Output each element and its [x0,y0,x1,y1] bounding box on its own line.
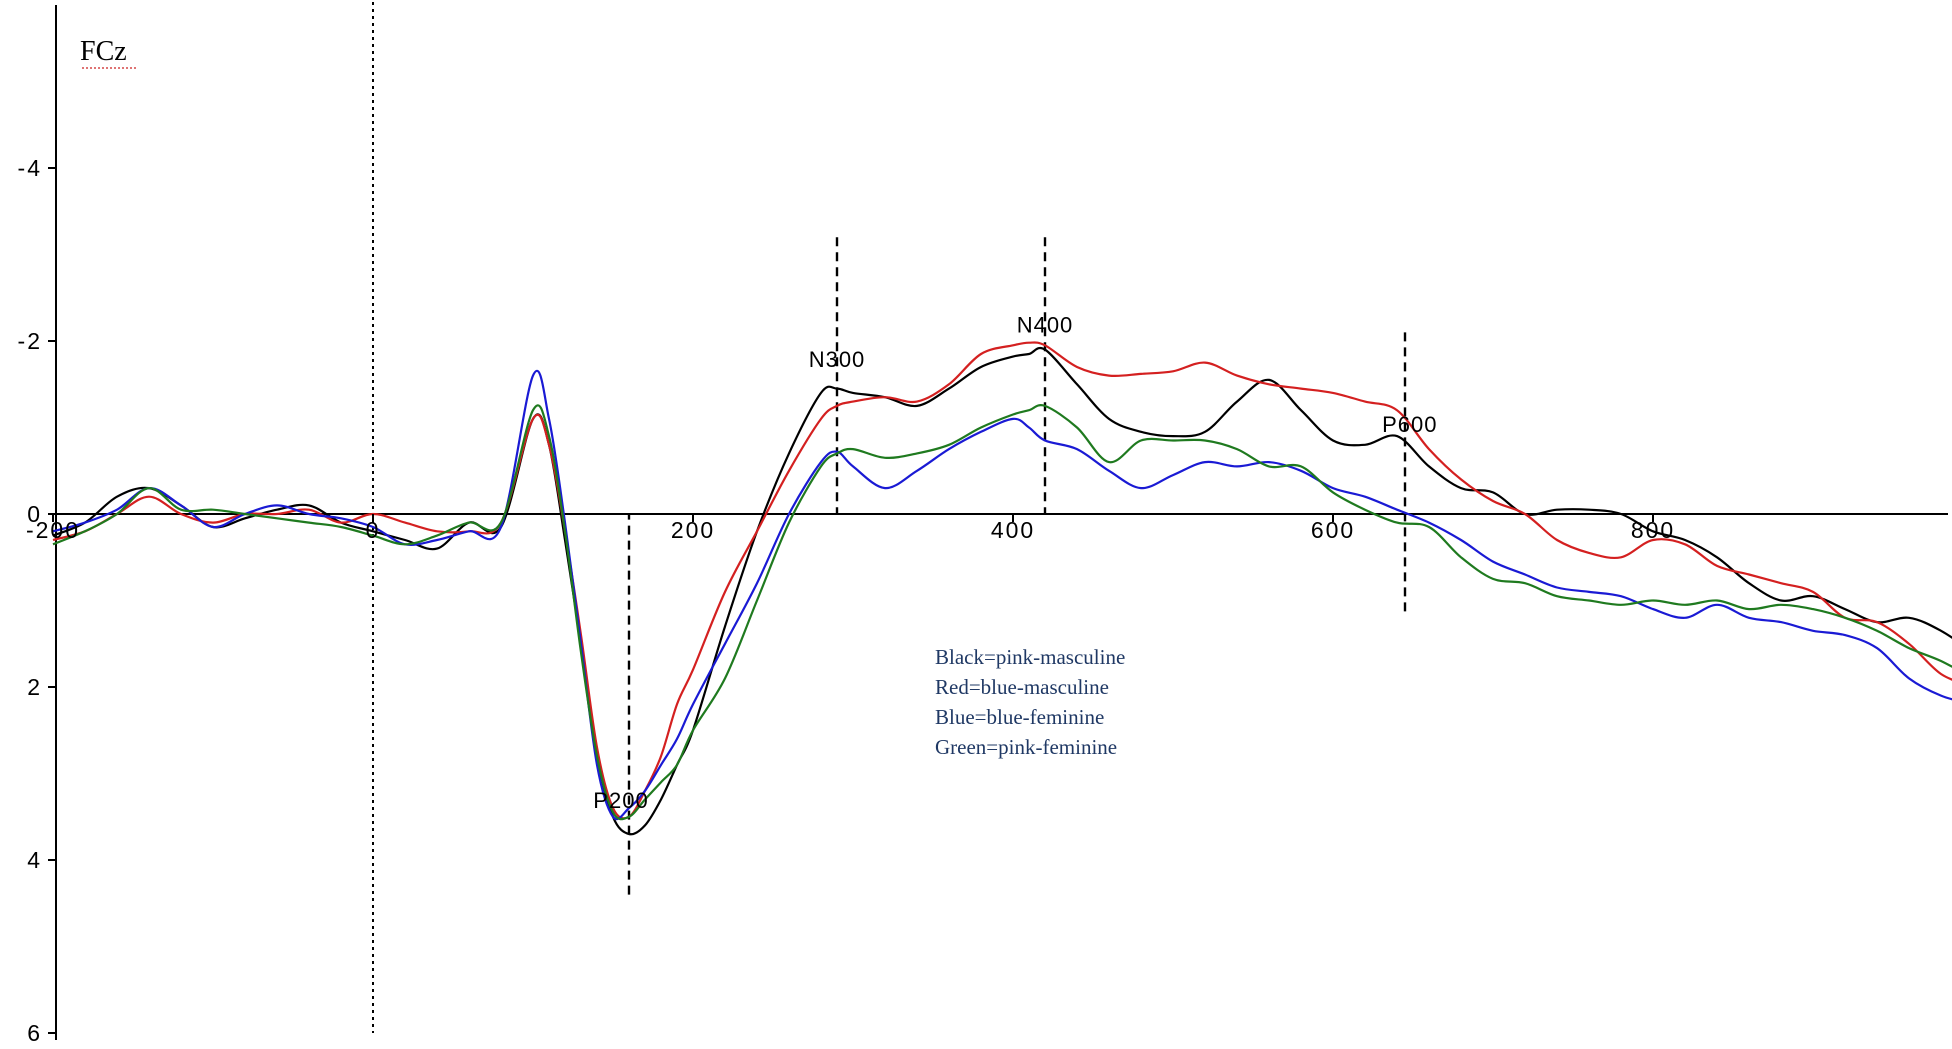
series-line-blue-feminine [52,369,1952,821]
y-tick-label: -2 [18,328,42,354]
x-tick-label: 600 [1311,517,1355,543]
y-tick-label: -4 [18,155,42,181]
label-p600: P600 [1382,412,1437,437]
series-line-pink-masculine [52,346,1952,836]
y-tick-label: 6 [27,1020,42,1046]
label-n300: N300 [809,347,866,372]
y-tick-label: 0 [27,501,42,527]
x-tick-label: 800 [1631,517,1675,543]
series-line-pink-feminine [52,404,1952,821]
label-p200: P200 [593,788,648,813]
component-labels: P200 N300 N400 P600 [593,312,1437,813]
chart-title: FCz [80,36,127,67]
y-tick-label: 4 [27,847,42,873]
x-tick-label: -200 [26,517,80,543]
legend-entry-black: Black=pink-masculine [935,645,1125,669]
x-tick-label: 0 [366,517,381,543]
legend-entry-green: Green=pink-feminine [935,735,1117,759]
legend-entry-blue: Blue=blue-feminine [935,705,1104,729]
series-line-blue-masculine [52,341,1952,820]
x-tick-label: 200 [671,517,715,543]
legend-entry-red: Red=blue-masculine [935,675,1109,699]
legend: Black=pink-masculine Red=blue-masculine … [935,645,1125,759]
label-n400: N400 [1017,312,1074,337]
component-markers [372,0,1407,1033]
y-tick-label: 2 [27,674,42,700]
x-tick-label: 400 [991,517,1035,543]
series-lines [52,341,1952,836]
